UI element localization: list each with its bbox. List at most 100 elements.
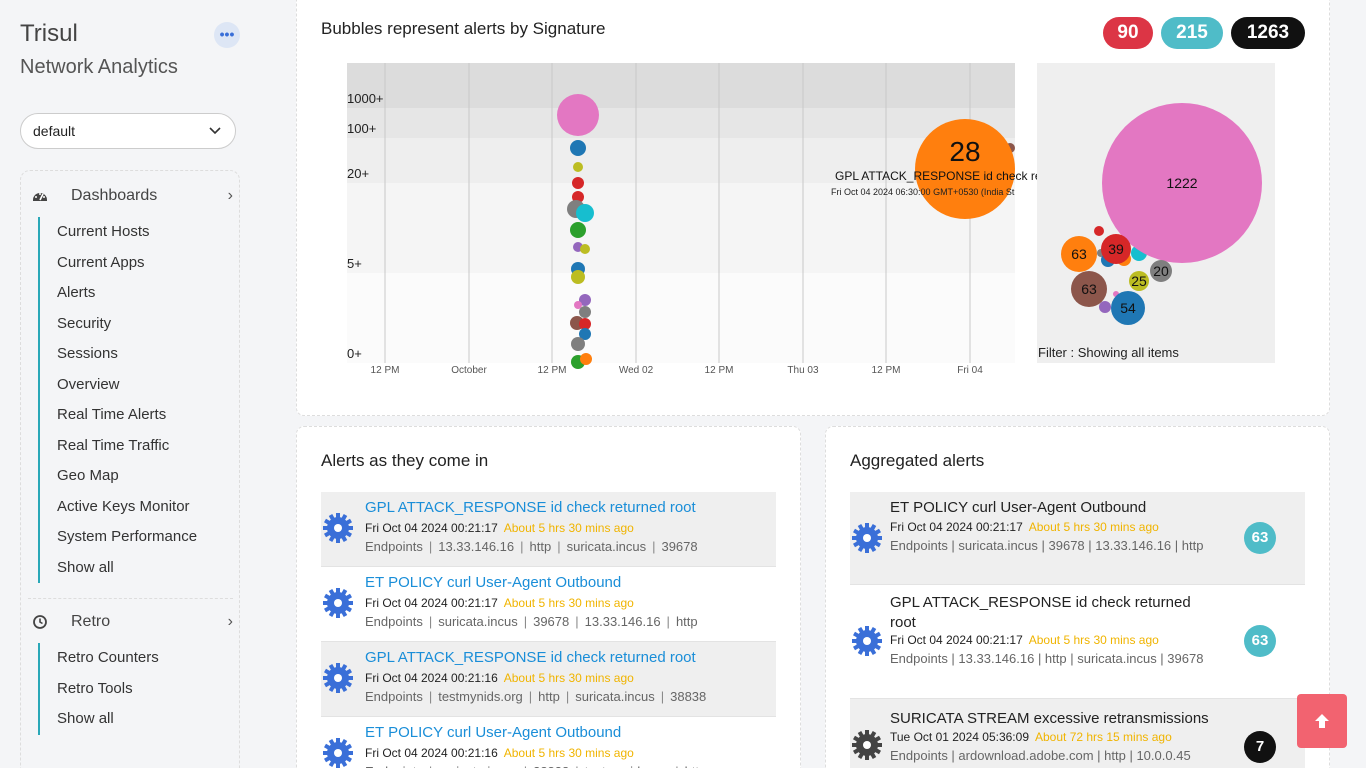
menu-retro[interactable]: Retro › (32, 610, 237, 634)
band-0 (347, 63, 1015, 108)
meta-value[interactable]: testmynids.org (438, 689, 523, 704)
badge-low[interactable]: 1263 (1231, 17, 1305, 49)
alert-row[interactable]: GPL ATTACK_RESPONSE id check returned ro… (321, 642, 776, 717)
signature-bubble[interactable] (579, 328, 591, 340)
meta-value[interactable]: suricata.incus (438, 614, 518, 629)
nav-active-keys-monitor[interactable]: Active Keys Monitor (57, 497, 190, 515)
alert-row[interactable]: ET POLICY curl User-Agent Outbound Fri Oc… (321, 567, 776, 642)
alert-timestamp: Fri Oct 04 2024 00:21:16 (365, 746, 498, 760)
pack-bubble[interactable] (1061, 236, 1097, 272)
filter-label: Filter : Showing all items (1038, 345, 1179, 360)
nav-real-time-traffic[interactable]: Real Time Traffic (57, 436, 170, 454)
nav-retro-tools[interactable]: Retro Tools (57, 679, 133, 697)
aggregated-ago: About 72 hrs 15 mins ago (1035, 730, 1172, 744)
alert-title-link[interactable]: GPL ATTACK_RESPONSE id check returned ro… (365, 499, 696, 516)
scroll-to-top-button[interactable] (1297, 694, 1347, 748)
count-badge[interactable]: 63 (1244, 522, 1276, 554)
signature-bubble[interactable] (580, 353, 592, 365)
timeline-bubble-chart[interactable]: 1000+ 100+ 20+ 5+ 0+ 12 PM October 12 PM Wed 02 1… (297, 0, 1057, 391)
meta-category: Endpoints (365, 689, 423, 704)
aggregated-row[interactable]: ET POLICY curl User-Agent Outbound Fri Oc… (850, 492, 1305, 585)
alert-title-link[interactable]: ET POLICY curl User-Agent Outbound (365, 574, 622, 591)
nav-show-all-retro[interactable]: Show all (57, 710, 114, 727)
meta-value[interactable]: suricata.incus (438, 764, 517, 768)
nav-geo-map[interactable]: Geo Map (57, 467, 119, 484)
alerts-card: Alerts as they come in GPL ATTACK_RESPON… (296, 426, 801, 768)
pack-bubble[interactable] (1150, 260, 1172, 282)
meta-value[interactable]: 13.33.146.16 (438, 539, 515, 554)
meta-value[interactable]: 38838 (670, 689, 707, 704)
meta-value[interactable]: 38838 (533, 764, 569, 768)
signature-bubble[interactable] (579, 306, 591, 318)
meta-value[interactable]: http (685, 764, 707, 768)
alert-timestamp: Fri Oct 04 2024 00:21:17 (365, 596, 498, 610)
dashboard-icon (32, 188, 48, 204)
pack-bubble[interactable] (1102, 103, 1262, 263)
alert-timestamp: Fri Oct 04 2024 00:21:17 (365, 521, 498, 535)
x-tick-label: 12 PM (872, 365, 901, 376)
signature-bubble[interactable] (572, 191, 584, 203)
aggregated-time: Fri Oct 04 2024 00:21:17 About 5 hrs 30 m… (890, 520, 1159, 534)
nav-show-all-dashboards[interactable]: Show all (57, 558, 114, 576)
meta-value[interactable]: suricata.incus (566, 539, 647, 554)
signature-bubble[interactable] (571, 270, 585, 284)
meta-value[interactable]: http (529, 539, 552, 554)
pack-bubble[interactable] (1094, 226, 1104, 236)
aggregated-row[interactable]: SURICATA STREAM excessive retransmission… (850, 699, 1305, 768)
signature-bubble[interactable] (574, 301, 582, 309)
more-options-button[interactable]: ••• (214, 22, 240, 48)
menu-dashboards[interactable]: Dashboards › (32, 184, 237, 208)
nav-current-apps[interactable]: Current Apps (57, 253, 145, 271)
count-badge[interactable]: 63 (1244, 625, 1276, 657)
meta-separator: | (652, 539, 656, 554)
meta-value[interactable]: 39678 (533, 614, 570, 629)
nav-current-hosts[interactable]: Current Hosts (57, 223, 150, 240)
nav-alerts[interactable]: Alerts (57, 284, 96, 301)
aggregated-title[interactable]: SURICATA STREAM excessive retransmission… (890, 710, 1209, 727)
pack-bubble[interactable] (1099, 301, 1111, 313)
bubble-pack-chart[interactable]: 1222 63 39 20 25 63 54 (1037, 63, 1277, 363)
signature-bubble[interactable] (573, 162, 583, 172)
meta-value[interactable]: http (538, 689, 560, 704)
count-badge[interactable]: 7 (1244, 731, 1276, 763)
signature-bubble[interactable] (570, 222, 586, 238)
signature-bubble[interactable] (571, 337, 585, 351)
alert-title-link[interactable]: GPL ATTACK_RESPONSE id check returned ro… (365, 649, 696, 666)
signature-bubble[interactable] (557, 94, 599, 136)
menu-dashboards-label: Dashboards (71, 187, 158, 204)
meta-value[interactable]: 13.33.146.16 (584, 614, 661, 629)
signature-bubble[interactable] (580, 244, 590, 254)
badge-medium[interactable]: 215 (1161, 17, 1223, 49)
meta-value[interactable]: http (675, 614, 698, 629)
nav-sessions[interactable]: Sessions (57, 345, 118, 362)
nav-retro-counters[interactable]: Retro Counters (57, 649, 159, 666)
highlighted-bubble[interactable] (915, 119, 1015, 219)
meta-value[interactable]: 39678 (661, 539, 698, 554)
pack-bubble[interactable] (1111, 291, 1145, 325)
alert-meta: Endpoints | 13.33.146.16 | http | suricata.inc… (365, 539, 704, 554)
badge-high[interactable]: 90 (1103, 17, 1153, 49)
signature-bubble[interactable] (579, 318, 591, 330)
context-select[interactable]: default (20, 113, 236, 149)
nav-overview[interactable]: Overview (57, 375, 120, 393)
meta-value[interactable]: testmynids.org (585, 764, 670, 768)
aggregated-title[interactable]: GPL ATTACK_RESPONSE id check returned ro… (890, 594, 1191, 631)
alert-row[interactable]: GPL ATTACK_RESPONSE id check returned ro… (321, 492, 776, 567)
aggregated-row[interactable]: GPL ATTACK_RESPONSE id check returned ro… (850, 585, 1305, 699)
meta-separator: | (660, 689, 665, 704)
pack-bubble[interactable] (1101, 234, 1131, 264)
meta-value[interactable]: suricata.incus (575, 689, 655, 704)
pack-bubble[interactable] (1071, 271, 1107, 307)
signature-bubble[interactable] (579, 294, 591, 306)
signature-bubble[interactable] (576, 204, 594, 222)
nav-system-performance[interactable]: System Performance (57, 528, 198, 545)
signature-bubble[interactable] (572, 177, 584, 189)
alert-title-link[interactable]: ET POLICY curl User-Agent Outbound (365, 724, 622, 741)
nav-security[interactable]: Security (57, 314, 112, 332)
signature-bubble[interactable] (570, 140, 586, 156)
pack-bubble[interactable] (1129, 271, 1149, 291)
nav-real-time-alerts[interactable]: Real Time Alerts (57, 406, 167, 423)
aggregated-title[interactable]: ET POLICY curl User-Agent Outbound (890, 499, 1147, 516)
y-band-label: 1000+ (347, 91, 384, 106)
alert-row[interactable]: ET POLICY curl User-Agent Outbound Fri Oc… (321, 717, 776, 768)
